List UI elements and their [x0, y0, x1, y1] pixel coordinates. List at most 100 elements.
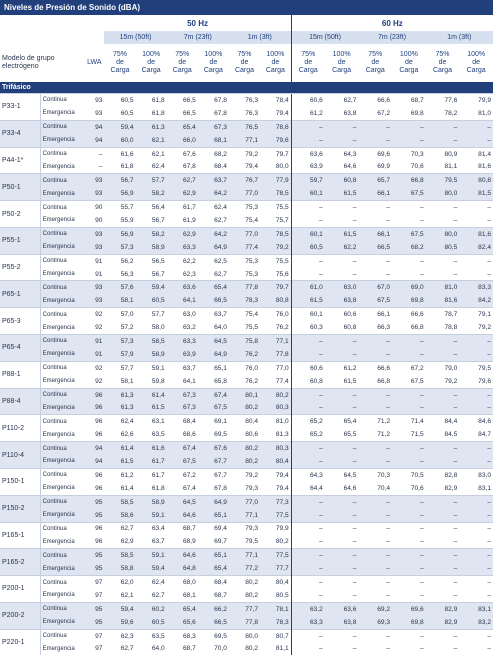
noise-value: 82,9	[425, 615, 460, 630]
noise-value: 64,4	[290, 481, 325, 496]
noise-value: 66,2	[197, 601, 229, 616]
noise-value: 80,0	[228, 628, 261, 643]
model: P165-1	[0, 521, 41, 549]
noise-value: –	[358, 441, 393, 456]
noise-value: –	[392, 347, 426, 362]
load-label: 75% de Carga	[110, 51, 130, 74]
noise-value: 77,8	[228, 615, 261, 630]
noise-value: 58,6	[104, 508, 136, 522]
mode: Emergencia	[39, 214, 85, 228]
noise-value: 77,4	[228, 240, 261, 255]
noise-value: 56,4	[135, 200, 167, 215]
noise-value: 62,3	[104, 628, 136, 643]
load-header: 100% de Carga	[392, 44, 426, 82]
mode: Emergencia	[39, 187, 85, 201]
noise-value: –	[453, 270, 458, 278]
noise-value: –	[324, 628, 359, 643]
noise-value: 57,6	[104, 280, 136, 295]
noise-value: 84,2	[459, 294, 493, 308]
noise-value: –	[290, 347, 325, 362]
mode: Emergencia	[39, 455, 85, 469]
noise-value: 80,4	[228, 414, 261, 429]
noise-value: 62,9	[166, 226, 198, 241]
noise-value: 77,7	[228, 601, 261, 616]
load-label: 100% de Carga	[332, 51, 352, 74]
lwa: 94	[84, 133, 105, 148]
section-label: Trifásico	[0, 82, 493, 94]
noise-value: 56,7	[151, 216, 165, 224]
noise-value: 68,4	[166, 414, 198, 429]
noise-value: –	[392, 133, 426, 148]
noise-value: 59,8	[151, 377, 165, 385]
noise-value: 70,3	[392, 146, 426, 161]
noise-value: 62,4	[197, 200, 229, 215]
noise-value: 80,0	[425, 226, 460, 241]
mode: Emergencia	[39, 588, 85, 603]
noise-value: –	[290, 133, 325, 148]
noise-value: 81,1	[275, 645, 289, 653]
noise-value: 65,1	[197, 360, 229, 375]
noise-value: 56,3	[120, 270, 134, 278]
noise-value: 80,3	[260, 441, 292, 456]
noise-value: 67,4	[197, 387, 229, 402]
noise-value: 67,4	[166, 441, 198, 456]
data-row: Emergencia 95 58,6 59,1 64,6 65,1 77,1 77,5– – – –…	[0, 508, 493, 522]
noise-value: 75,3	[228, 200, 261, 215]
noise-value: 84,4	[425, 414, 460, 429]
noise-value: 55,7	[104, 200, 136, 215]
noise-value: 65,2	[290, 428, 325, 442]
noise-value: –	[358, 521, 393, 536]
model-label: Modelo de grupo electrógeno	[2, 55, 55, 70]
noise-value: 64,5	[197, 334, 229, 348]
noise-value: 80,8	[260, 294, 292, 308]
lwa: 97	[95, 591, 103, 599]
noise-value: 68,2	[197, 146, 229, 161]
noise-value: 79,4	[245, 163, 259, 171]
noise-value: 78,6	[260, 119, 292, 134]
noise-value: 62,2	[166, 253, 198, 268]
noise-value: 76,3	[228, 92, 261, 107]
lwa: 94	[84, 119, 105, 134]
noise-value: 68,7	[166, 521, 198, 536]
noise-value: 83,0	[459, 467, 493, 482]
noise-value: –	[324, 548, 359, 563]
noise-value: 67,3	[166, 387, 198, 402]
noise-value: 66,5	[358, 240, 393, 255]
noise-value: 66,8	[377, 377, 391, 385]
noise-value: 61,3	[104, 401, 136, 415]
data-row: P50-2 Continua 90 55,7 56,4 61,7 62,4 75,3 75,5–…	[0, 200, 493, 228]
mode: Continua	[39, 119, 85, 134]
mode: Continua	[39, 521, 85, 536]
noise-value: 66,5	[197, 615, 229, 630]
noise-value: –	[459, 508, 493, 522]
noise-value: 65,4	[197, 562, 229, 576]
data-row: P65-3 Continua 92 57,0 57,7 63,0 63,7 75,4 76,0 6…	[0, 307, 493, 335]
noise-value: 76,7	[228, 173, 261, 188]
noise-value: 63,7	[166, 360, 198, 375]
data-row: P165-2 Continua 95 58,5 59,1 64,6 65,1 77,1 77,5…	[0, 548, 493, 576]
noise-value: 65,4	[197, 280, 229, 295]
noise-value: 64,6	[343, 163, 357, 171]
noise-value: 61,3	[104, 387, 136, 402]
noise-value: 84,5	[444, 431, 458, 439]
data-row: P200-1 Continua 97 62,0 62,4 68,0 68,4 80,2 80,4…	[0, 575, 493, 603]
noise-value: 62,4	[151, 163, 165, 171]
noise-value: 60,8	[343, 324, 357, 332]
data-row: P150-2 Continua 95 58,5 58,9 64,5 64,9 77,0 77,3…	[0, 494, 493, 522]
noise-value: 58,9	[135, 494, 167, 509]
noise-value: 67,8	[197, 92, 229, 107]
data-row: Emergencia 97 62,1 62,7 68,1 68,7 80,2 80,5– – – –…	[0, 588, 493, 603]
noise-value: 57,9	[104, 347, 136, 362]
noise-value: –	[324, 494, 359, 509]
noise-value: 61,2	[290, 106, 325, 121]
noise-value: –	[459, 521, 493, 536]
noise-value: 68,4	[197, 575, 229, 589]
mode: Emergencia	[39, 508, 85, 522]
load-label: 75% de Carga	[172, 51, 192, 74]
noise-value: 64,1	[166, 294, 198, 308]
noise-value: 57,3	[104, 334, 136, 348]
noise-value: –	[290, 441, 325, 456]
noise-value: –	[386, 216, 391, 224]
data-row: Emergencia 96 62,6 63,5 68,6 69,5 80,6 81,3 65,2…	[0, 428, 493, 442]
noise-value: 64,0	[151, 645, 165, 653]
